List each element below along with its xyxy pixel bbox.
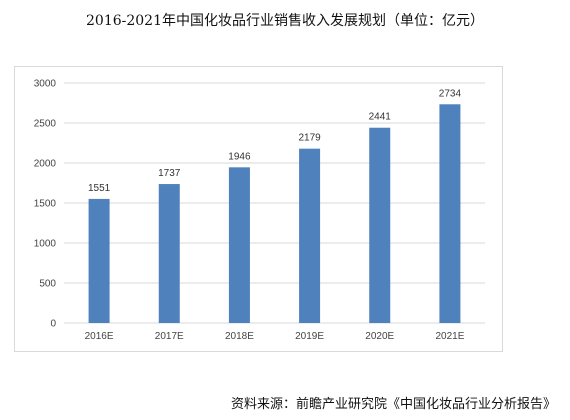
chart-title: 2016-2021年中国化妆品行业销售收入发展规划（单位：亿元） <box>86 13 484 29</box>
data-label: 2179 <box>298 133 321 144</box>
y-tick-label: 3000 <box>34 79 57 90</box>
y-tick-label: 500 <box>39 279 56 290</box>
y-tick-label: 1500 <box>34 199 57 210</box>
y-tick-label: 0 <box>50 319 56 330</box>
bar-2016E <box>88 198 110 323</box>
bar-2019E <box>299 148 321 323</box>
x-tick-label: 2016E <box>85 331 114 342</box>
x-tick-label: 2019E <box>295 331 324 342</box>
data-label: 2441 <box>369 112 392 123</box>
data-label: 1551 <box>88 183 111 194</box>
y-tick-label: 2500 <box>34 119 57 130</box>
x-tick-label: 2017E <box>155 331 184 342</box>
x-tick-label: 2021E <box>435 331 464 342</box>
gridlines <box>64 82 485 324</box>
y-tick-label: 1000 <box>34 239 57 250</box>
data-label: 2734 <box>439 88 462 99</box>
bar-2018E <box>228 167 250 323</box>
bar-2020E <box>369 127 391 323</box>
data-label: 1737 <box>158 168 181 179</box>
y-tick-label: 2000 <box>34 159 57 170</box>
x-tick-label: 2018E <box>225 331 254 342</box>
data-label: 1946 <box>228 151 251 162</box>
bars: 1551 1737 1946 2179 2441 2734 <box>88 88 462 323</box>
bar-2017E <box>158 184 180 323</box>
bar-2021E <box>439 104 461 323</box>
y-axis-ticks: 0 500 1000 1500 2000 2500 3000 <box>34 79 57 330</box>
x-tick-label: 2020E <box>365 331 394 342</box>
source-note: 资料来源：前瞻产业研究院《中国化妆品行业分析报告》 <box>230 397 556 412</box>
x-axis-ticks: 2016E 2017E 2018E 2019E 2020E 2021E <box>85 331 465 342</box>
